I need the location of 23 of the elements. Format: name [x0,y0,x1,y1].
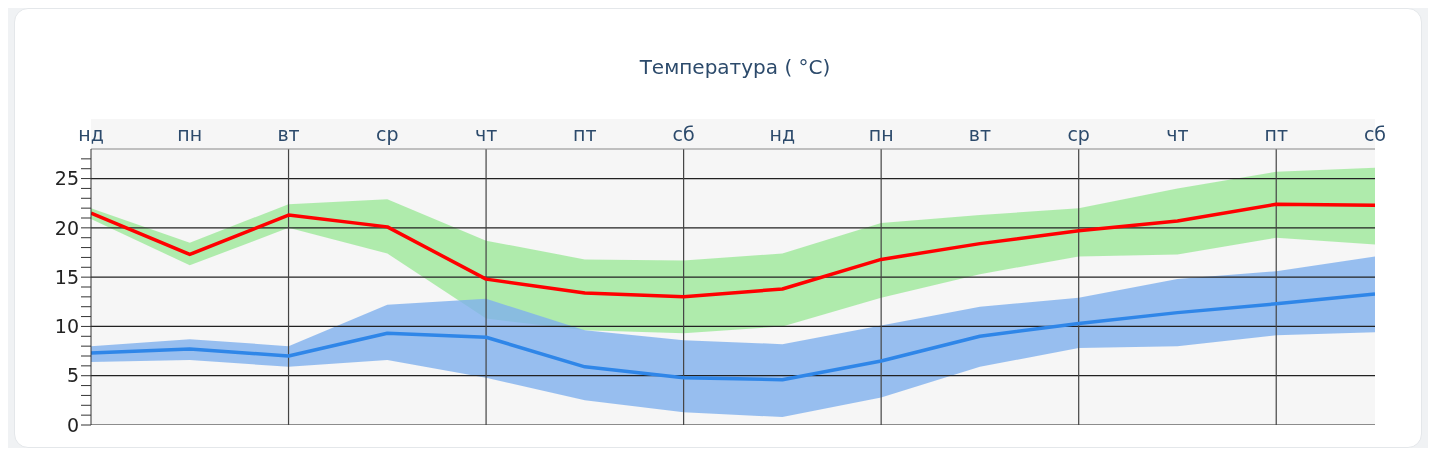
y-tick-label: 15 [54,265,79,288]
y-tick-label: 25 [54,167,79,190]
x-tick-label: вт [968,123,992,145]
x-tick-label: ср [1067,123,1090,145]
x-tick-label: вт [277,123,300,145]
line-series [91,292,1375,382]
y-tick-label: 5 [66,364,79,387]
x-tick-label: пн [177,123,203,145]
x-tick-label: чт [474,123,498,145]
x-tick-label: пт [573,123,597,145]
x-tick-label: ср [376,123,399,145]
chart-title: Температура ( °C) [638,55,832,79]
x-tick-label: сб [672,123,695,145]
x-tick-label: нд [769,123,796,145]
x-tick-label: чт [1166,123,1189,145]
x-tick-label: пн [868,123,894,145]
x-tick-label: пт [1264,123,1288,145]
x-tick-label: нд [78,123,104,145]
y-tick-label: 0 [66,413,79,436]
line-series [91,202,1375,299]
x-tick-label: сб [1363,123,1387,145]
y-tick-label: 10 [54,315,79,338]
y-tick-label: 20 [54,216,79,239]
